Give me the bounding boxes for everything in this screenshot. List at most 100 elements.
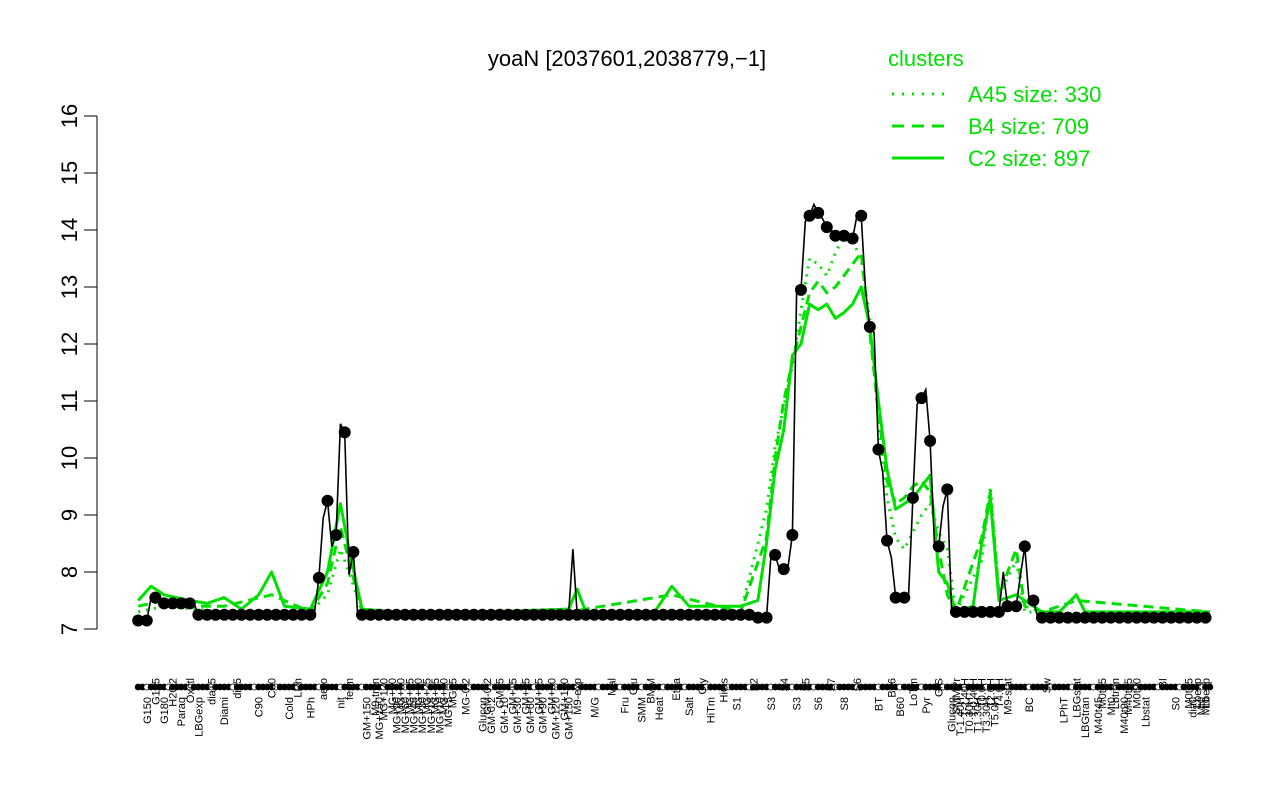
x-tick-label: GM+25 (521, 678, 533, 714)
x-tick-label: M0t90 (1132, 678, 1144, 709)
data-point (304, 608, 317, 621)
series-line-A45 (137, 234, 1210, 620)
data-point (786, 528, 799, 541)
x-tick-label: SMMPr (951, 678, 963, 715)
x-tick-label: S5 (800, 678, 812, 691)
x-tick-label: T-2.40H (960, 678, 972, 717)
x-tick-label: nit (335, 697, 347, 709)
y-tick-label: 11 (57, 390, 82, 413)
x-tick-label: MG+90 (391, 697, 403, 733)
x-tick-label: S3 (766, 697, 778, 710)
x-tick-label: M40t45 (1093, 697, 1105, 734)
data-point (1199, 611, 1212, 624)
data-point (794, 283, 807, 296)
x-tick-label: C90 (254, 697, 266, 717)
x-tick-label: GM+90 (546, 678, 558, 714)
x-tick-label: Mt0 (1196, 697, 1208, 715)
data-point (992, 605, 1005, 618)
x-tick-label: MG+10 (434, 697, 446, 733)
data-point (769, 548, 782, 561)
data-point (898, 591, 911, 604)
x-tick-label: T5.0H (990, 697, 1002, 727)
x-tick-label: BMM (645, 678, 657, 704)
data-point (872, 443, 885, 456)
x-tick-label: S3 (792, 697, 804, 710)
x-tick-label: B36 (886, 678, 898, 698)
x-tick-label: Gly (697, 678, 709, 695)
x-tick-label: GM+15 (508, 678, 520, 714)
gene-line (138, 202, 1210, 622)
x-tick-label: HiTm (706, 697, 718, 723)
x-tick-label: MG-0.2 (460, 678, 472, 715)
x-tick-label: S8 (839, 697, 851, 710)
x-tick-label: LPhT (1059, 697, 1071, 724)
data-point (812, 206, 825, 219)
data-point (321, 494, 334, 507)
x-tick-label: M40t45 (1123, 678, 1135, 715)
x-tick-label: LBGexp (193, 697, 205, 737)
x-tick-label: MG+60 (400, 697, 412, 733)
x-marker (1206, 683, 1214, 691)
x-tick-label: Mt0 (1201, 697, 1213, 715)
x-tick-label: GM-0.2 (486, 697, 498, 734)
x-tick-label: GM+120 (551, 697, 563, 740)
x-tick-label: MG+15 (430, 678, 442, 714)
x-tick-label: Lbexp (1192, 678, 1204, 708)
data-point (1010, 600, 1023, 613)
x-tick-label: S2 (749, 678, 761, 691)
x-tick-label: MG+45 (404, 678, 416, 714)
legend-label: B4 size: 709 (968, 114, 1089, 139)
x-tick-label: G135 (150, 678, 162, 705)
chart-title: yoaN [2037601,2038779,−1] (488, 46, 766, 71)
x-tick-label: Etha (671, 677, 683, 701)
x-tick-label: MG+5 (443, 697, 455, 727)
x-tick-label: LBGstat (1071, 678, 1083, 718)
x-tick-label: LoTm (908, 678, 920, 706)
data-point (777, 563, 790, 576)
x-tick-label: B60 (895, 697, 907, 717)
x-tick-label: Lbstat (1140, 697, 1152, 727)
x-tick-label: MG+45 (409, 697, 421, 733)
data-point (932, 540, 945, 553)
x-tick-label: MG+30 (413, 678, 425, 714)
x-tick-label: S6 (852, 678, 864, 691)
x-tick-label: BC (1024, 697, 1036, 712)
x-tick-label: GM+120 (559, 678, 571, 721)
y-tick-label: 10 (57, 446, 82, 470)
x-tick-label: T-1.40H (955, 697, 967, 736)
x-tick-label: G/S (934, 678, 946, 697)
x-tick-label: H2O2 (168, 678, 180, 707)
x-tick-label: MG+90 (387, 678, 399, 714)
x-tick-label: S0 (1170, 697, 1182, 710)
series-line-B4 (137, 251, 1210, 614)
x-tick-label: GM+10 (499, 697, 511, 733)
x-tick-label: dia5 (232, 678, 244, 699)
x-tick-label: S7 (826, 678, 838, 691)
y-tick-label: 7 (57, 623, 82, 635)
x-tick-label: Fru (620, 697, 632, 714)
x-tick-label: Diami (219, 697, 231, 725)
x-tick-label: MG+10 (439, 678, 451, 714)
x-tick-label: MG+120 (378, 678, 390, 721)
x-tick-label: GM-0.2 (482, 678, 494, 715)
x-tick-label: T1.30H (972, 697, 984, 733)
y-tick-label: 8 (57, 566, 82, 578)
x-tick-label: M9-exp (572, 678, 584, 715)
x-tick-label: S4 (779, 678, 791, 691)
x-tick-label: T-0.40H (968, 678, 980, 717)
x-tick-label: T3.30H (981, 697, 993, 733)
x-tick-label: Paraq (176, 697, 188, 726)
data-point (941, 483, 954, 496)
x-tick-label: S6 (813, 697, 825, 710)
series-line-C2 (137, 285, 1210, 614)
data-point (140, 614, 153, 627)
x-tick-label: MG+5 (447, 678, 459, 708)
x-tick-label: S1 (731, 697, 743, 710)
x-tick-label: Glucon (477, 697, 489, 732)
data-point (915, 392, 928, 405)
data-point (312, 571, 325, 584)
legend-label: A45 size: 330 (968, 82, 1101, 107)
x-tick-label: dia15 (206, 678, 218, 705)
data-point (855, 209, 868, 222)
